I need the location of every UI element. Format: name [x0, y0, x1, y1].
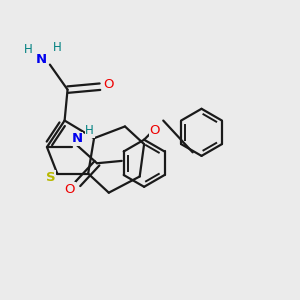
Text: O: O	[64, 183, 75, 196]
Text: S: S	[46, 171, 56, 184]
Text: H: H	[24, 44, 33, 56]
Text: O: O	[103, 78, 113, 91]
Text: N: N	[36, 53, 47, 66]
Text: O: O	[149, 124, 160, 137]
Text: N: N	[71, 132, 82, 145]
Text: H: H	[53, 41, 62, 54]
Text: H: H	[85, 124, 94, 137]
